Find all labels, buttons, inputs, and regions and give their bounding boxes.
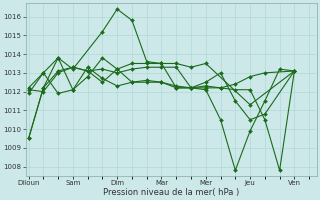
- X-axis label: Pression niveau de la mer( hPa ): Pression niveau de la mer( hPa ): [103, 188, 239, 197]
